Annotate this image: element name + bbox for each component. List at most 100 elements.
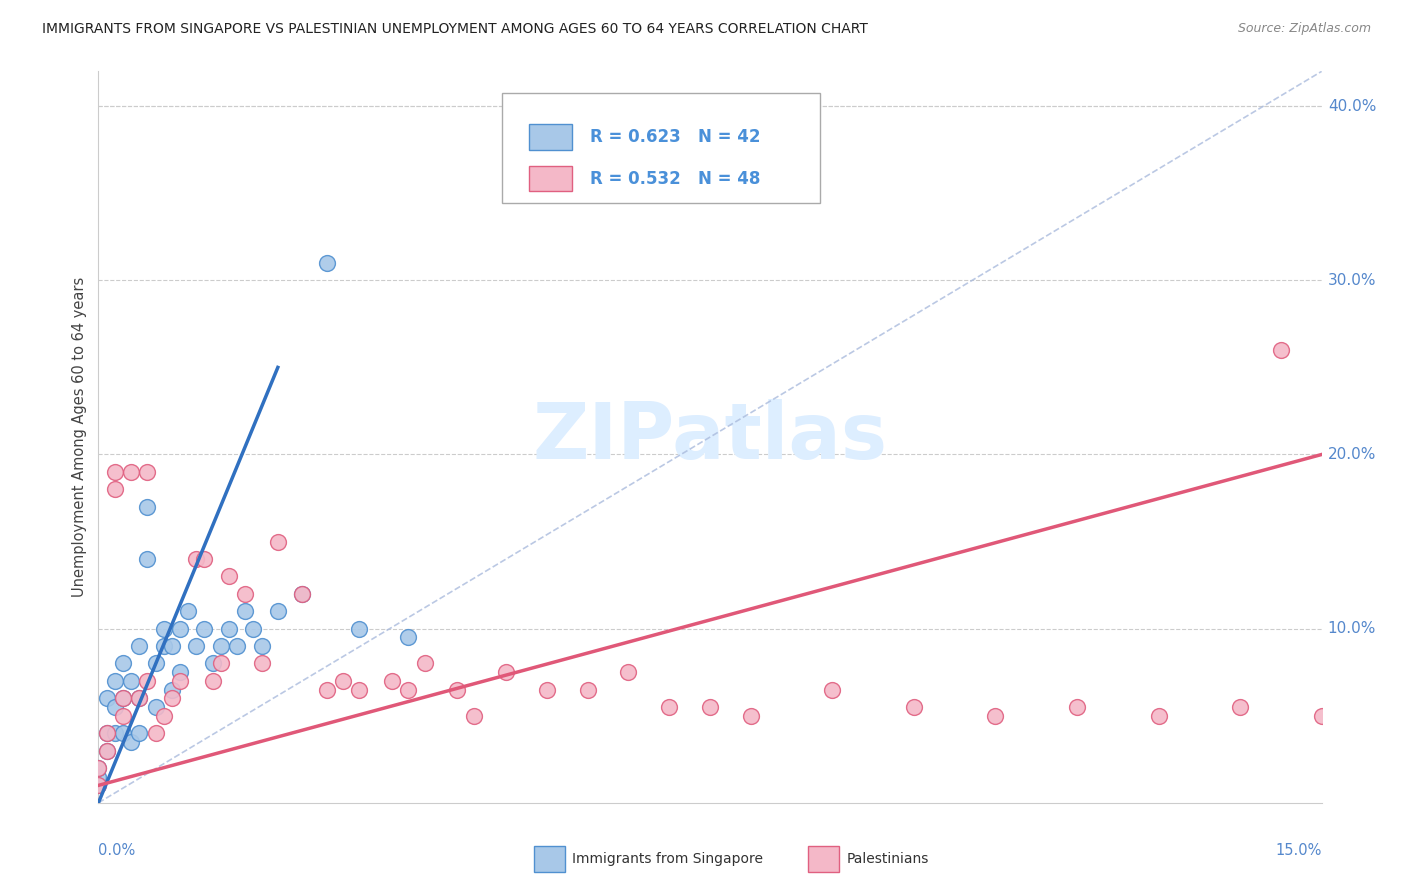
Point <box>104 700 127 714</box>
Point <box>120 673 142 688</box>
Point <box>349 682 371 697</box>
Point <box>87 761 110 775</box>
Point <box>226 639 249 653</box>
Point <box>536 682 558 697</box>
Point <box>96 743 118 757</box>
FancyBboxPatch shape <box>529 166 572 192</box>
Point <box>413 657 436 671</box>
Point <box>209 657 232 671</box>
Text: 40.0%: 40.0% <box>1327 99 1376 113</box>
Point <box>576 682 599 697</box>
Text: ZIPatlas: ZIPatlas <box>533 399 887 475</box>
Point <box>104 483 127 497</box>
Point <box>87 761 110 775</box>
Point <box>233 587 256 601</box>
Point <box>87 778 110 792</box>
Point <box>1229 700 1251 714</box>
Point <box>291 587 314 601</box>
Point <box>104 673 127 688</box>
Text: R = 0.532   N = 48: R = 0.532 N = 48 <box>591 169 761 187</box>
Point <box>96 691 118 706</box>
Point <box>242 622 264 636</box>
Point <box>332 673 354 688</box>
Point <box>128 691 150 706</box>
Point <box>984 708 1007 723</box>
Text: R = 0.623   N = 42: R = 0.623 N = 42 <box>591 128 761 145</box>
Point <box>111 691 134 706</box>
Text: 30.0%: 30.0% <box>1327 273 1376 288</box>
Text: 0.0%: 0.0% <box>98 843 135 858</box>
Point <box>136 500 159 514</box>
Point <box>209 639 232 653</box>
Point <box>104 726 127 740</box>
Point <box>169 665 191 680</box>
Point <box>267 534 290 549</box>
Point <box>152 622 174 636</box>
Point <box>315 256 337 270</box>
Point <box>250 639 273 653</box>
Point <box>186 639 208 653</box>
Point <box>128 691 150 706</box>
Point <box>218 569 240 583</box>
Point <box>111 726 134 740</box>
Point <box>617 665 640 680</box>
Point <box>396 631 419 645</box>
Point <box>145 657 167 671</box>
Point <box>136 552 159 566</box>
Point <box>658 700 681 714</box>
Point <box>495 665 517 680</box>
Point <box>169 673 191 688</box>
Point <box>104 465 127 479</box>
Point <box>291 587 314 601</box>
Point <box>463 708 485 723</box>
FancyBboxPatch shape <box>529 124 572 150</box>
Point <box>250 657 273 671</box>
Text: 10.0%: 10.0% <box>1327 621 1376 636</box>
Point <box>111 657 134 671</box>
Point <box>1147 708 1170 723</box>
Point <box>1066 700 1088 714</box>
Point <box>233 604 256 618</box>
Point <box>111 691 134 706</box>
Point <box>111 708 134 723</box>
Point <box>349 622 371 636</box>
Point <box>699 700 721 714</box>
Point <box>267 604 290 618</box>
Point <box>177 604 200 618</box>
Point <box>821 682 844 697</box>
Point <box>120 465 142 479</box>
Point <box>160 691 183 706</box>
Point <box>446 682 468 697</box>
Point <box>186 552 208 566</box>
Point <box>128 726 150 740</box>
Text: Immigrants from Singapore: Immigrants from Singapore <box>572 852 763 866</box>
Y-axis label: Unemployment Among Ages 60 to 64 years: Unemployment Among Ages 60 to 64 years <box>72 277 87 598</box>
Point <box>87 778 110 792</box>
Text: Palestinians: Palestinians <box>846 852 929 866</box>
Text: Source: ZipAtlas.com: Source: ZipAtlas.com <box>1237 22 1371 36</box>
Point <box>152 708 174 723</box>
Point <box>201 657 224 671</box>
Point <box>169 622 191 636</box>
Point <box>218 622 240 636</box>
Point <box>145 700 167 714</box>
Text: 15.0%: 15.0% <box>1275 843 1322 858</box>
Point <box>120 735 142 749</box>
Text: 20.0%: 20.0% <box>1327 447 1376 462</box>
FancyBboxPatch shape <box>502 94 820 203</box>
Point <box>160 639 183 653</box>
Point <box>1270 343 1292 357</box>
Point <box>193 552 215 566</box>
Point <box>193 622 215 636</box>
Point <box>87 770 110 784</box>
Point <box>1310 708 1333 723</box>
Point <box>315 682 337 697</box>
Point <box>152 639 174 653</box>
Point <box>96 743 118 757</box>
Point <box>136 465 159 479</box>
Point <box>201 673 224 688</box>
Point <box>128 639 150 653</box>
Point <box>740 708 762 723</box>
Point <box>145 726 167 740</box>
Point <box>160 682 183 697</box>
